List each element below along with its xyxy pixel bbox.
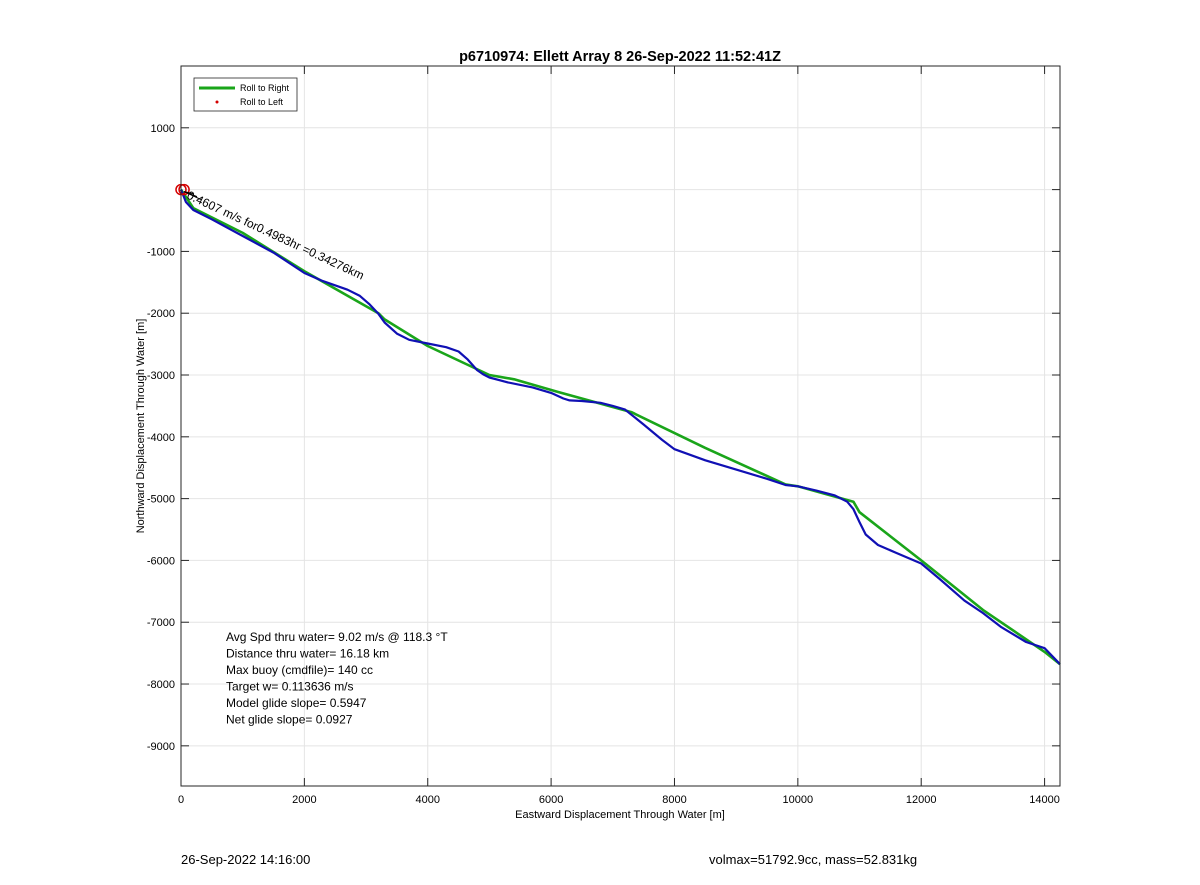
- stats-line: Net glide slope= 0.0927: [226, 713, 353, 727]
- series-line-track: [179, 189, 1061, 665]
- segment-annotation-label: 0.4607 m/s for0.4983hr =0.34276km: [185, 188, 367, 283]
- legend-swatch-left: [215, 100, 219, 104]
- plot-area-frame: [180, 65, 1061, 787]
- x-tick-label: 12000: [906, 794, 937, 806]
- y-tick-label: -9000: [147, 741, 175, 753]
- chart-title: p6710974: Ellett Array 8 26-Sep-2022 11:…: [459, 49, 781, 65]
- y-axis-label: Northward Displacement Through Water [m]: [135, 319, 147, 534]
- y-tick-label: -6000: [147, 555, 175, 567]
- legend-label-right: Roll to Right: [240, 83, 290, 93]
- y-tick-label: -5000: [147, 494, 175, 506]
- x-tick-label: 0: [178, 794, 184, 806]
- stats-line: Target w= 0.113636 m/s: [226, 680, 354, 694]
- y-tick-label: -2000: [147, 308, 175, 320]
- x-tick-label: 6000: [539, 794, 563, 806]
- series-line-roll-right: [179, 188, 1061, 666]
- plot-lines: [179, 188, 1061, 666]
- y-tick-label: -4000: [147, 432, 175, 444]
- y-tick-label: -8000: [147, 679, 175, 691]
- x-tick-label: 2000: [292, 794, 316, 806]
- y-tick-label: -7000: [147, 617, 175, 629]
- stats-line: Model glide slope= 0.5947: [226, 696, 367, 710]
- stats-box: Avg Spd thru water= 9.02 m/s @ 118.3 °T D…: [226, 630, 448, 727]
- x-tick-label: 14000: [1029, 794, 1060, 806]
- x-tick-label: 8000: [662, 794, 686, 806]
- x-tick-labels: 0 2000 4000 6000 8000 10000 12000 14000: [178, 794, 1060, 806]
- segment-annotation: 0.4607 m/s for0.4983hr =0.34276km: [185, 188, 367, 283]
- x-tick-label: 10000: [783, 794, 814, 806]
- axis-ticks: [180, 66, 1060, 786]
- x-tick-label: 4000: [415, 794, 439, 806]
- stats-line: Avg Spd thru water= 9.02 m/s @ 118.3 °T: [226, 630, 448, 644]
- stats-line: Max buoy (cmdfile)= 140 cc: [226, 663, 373, 677]
- legend: Roll to Right Roll to Left: [193, 77, 298, 112]
- legend-label-left: Roll to Left: [240, 97, 284, 107]
- series-marker-roll-left: [178, 183, 190, 196]
- legend-box: [193, 77, 298, 112]
- x-axis-label: Eastward Displacement Through Water [m]: [515, 809, 725, 821]
- y-tick-labels: -9000 -8000 -7000 -6000 -5000 -4000 -3000 -2000…: [147, 123, 175, 753]
- y-tick-label: -1000: [147, 246, 175, 258]
- start-arrow: [183, 191, 202, 201]
- y-tick-label: -3000: [147, 370, 175, 382]
- stats-line: Distance thru water= 16.18 km: [226, 647, 389, 661]
- footer-timestamp: 26-Sep-2022 14:16:00: [181, 852, 311, 867]
- y-tick-label: 1000: [151, 123, 175, 135]
- footer-volmax-mass: volmax=51792.9cc, mass=52.831kg: [709, 852, 918, 867]
- grid-lines: [180, 66, 1060, 786]
